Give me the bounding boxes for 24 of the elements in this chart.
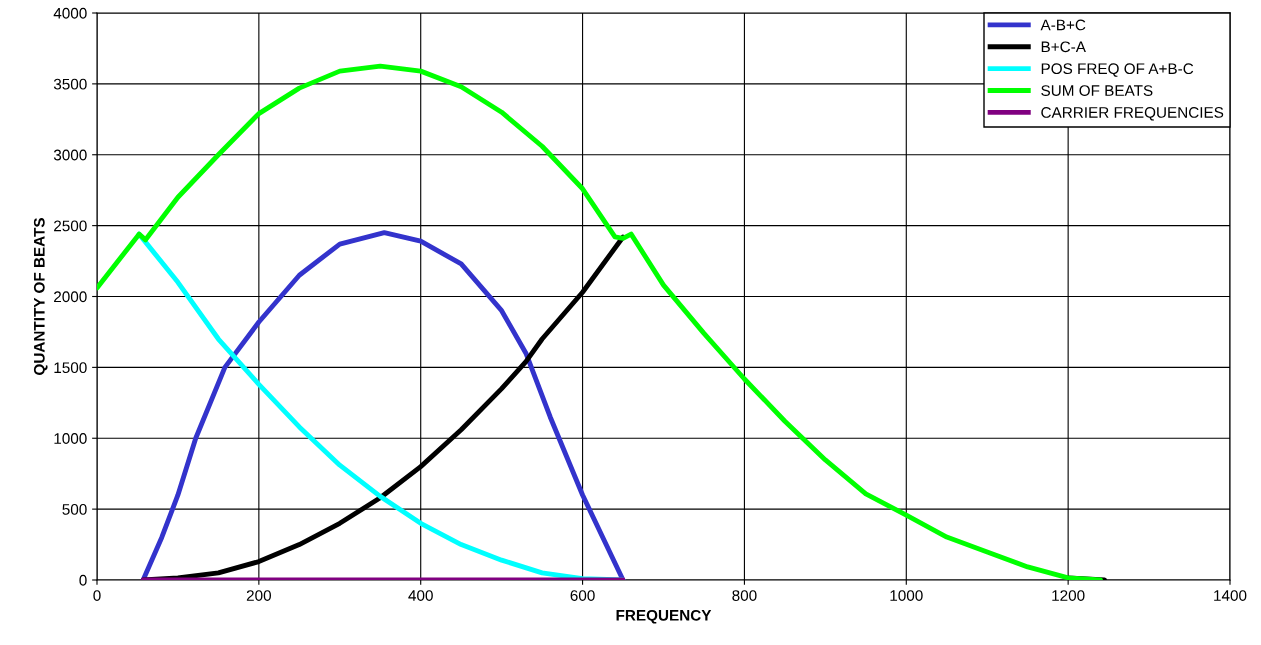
x-tick-label: 600 [570,590,595,601]
x-tick-label: 200 [246,590,272,601]
y-tick-label: 1000 [54,433,87,444]
x-tick-label: 1400 [1214,590,1247,601]
y-tick-label: 4000 [53,7,87,19]
x-tick-label: 400 [408,590,433,601]
x-axis-title: FREQUENCY [616,609,712,624]
y-tick-label: 500 [62,503,87,515]
x-tick-label: 800 [732,590,757,601]
y-tick-label: 1500 [54,362,87,374]
legend-label: A-B+C [1040,19,1086,31]
y-tick-label: 2500 [54,220,87,232]
y-axis-title: QUANTITY OF BEATS [33,218,48,375]
y-tick-label: 0 [79,574,87,586]
x-tick-label: 0 [93,590,101,601]
legend-label: B+C-A [1041,41,1086,53]
y-tick-label: 3000 [53,149,87,161]
y-tick-label: 3500 [53,78,87,90]
x-tick-label: 1200 [1052,590,1085,601]
y-tick-label: 2000 [54,291,87,303]
legend-label: SUM OF BEATS [1041,85,1153,96]
legend-label: POS FREQ OF A+B-C [1041,63,1194,77]
x-tick-label: 1000 [890,590,923,601]
legend-label: CARRIER FREQUENCIES [1041,107,1224,121]
